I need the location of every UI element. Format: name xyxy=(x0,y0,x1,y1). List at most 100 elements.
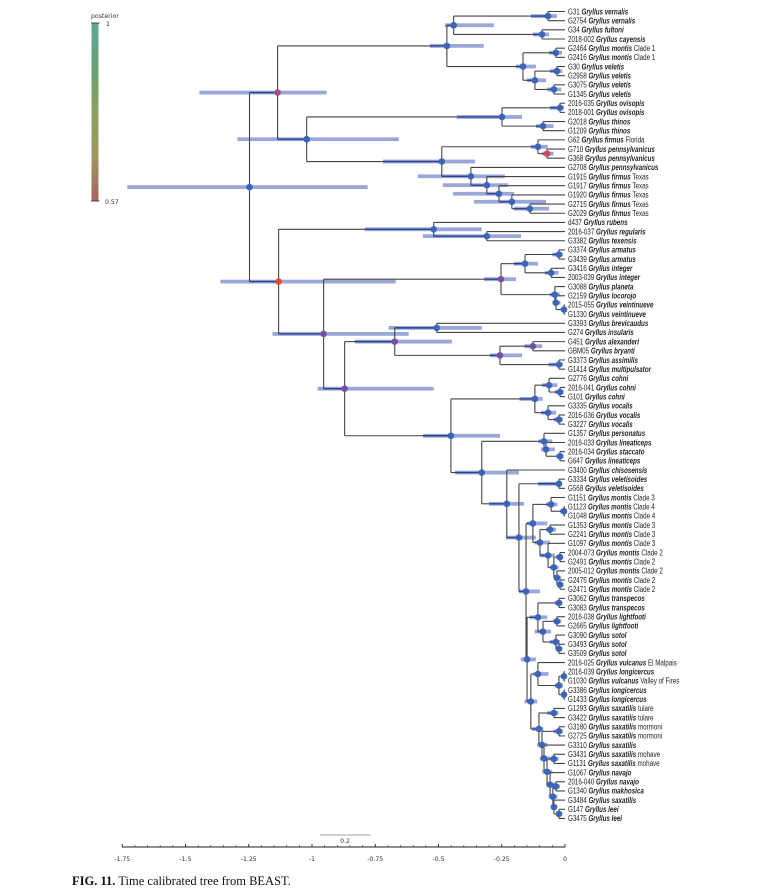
ci-bar xyxy=(489,353,522,358)
node-marker xyxy=(497,275,505,283)
tip-id: G3083 xyxy=(568,605,587,613)
node-marker xyxy=(542,446,550,453)
node-marker xyxy=(534,613,542,621)
node-marker xyxy=(550,86,558,93)
tip-id: G3393 xyxy=(568,321,587,329)
tip-id: G1123 xyxy=(568,504,586,512)
tip-label: 2018-001 Gryllus ovisopis xyxy=(568,110,645,118)
caption-label: FIG. 11. xyxy=(72,874,115,888)
tip-taxon: Gryllus vernalis xyxy=(582,9,629,17)
node-marker xyxy=(552,783,560,790)
node-marker xyxy=(433,324,441,332)
tip-label: G3493 Gryllus sotol xyxy=(568,642,627,650)
tip-label: 2018-002 Gryllus cayensis xyxy=(568,36,646,44)
tip-taxon: Gryllus veintinueve xyxy=(596,302,654,310)
tip-id: G1353 xyxy=(568,522,587,530)
tip-taxon: Gryllus saxatilis xyxy=(588,715,636,723)
tip-id: G451 xyxy=(568,339,583,347)
tip-label: G3088 Gryllus planeta xyxy=(568,284,633,292)
ci-bar xyxy=(527,521,548,526)
node-marker xyxy=(552,299,560,306)
tip-label: G1414 Gryllus multipulsator xyxy=(568,366,652,374)
tip-id: G647 xyxy=(568,458,583,466)
tip-label: 2005-012 Gryllus montis Clade 2 xyxy=(568,568,663,576)
node-marker xyxy=(529,342,537,350)
tip-taxon: Gryllus longicercus xyxy=(588,687,646,695)
node-marker xyxy=(531,395,539,403)
tip-taxon: Gryllus montis xyxy=(596,550,640,558)
tip-label: GBM05 Gryllus bryanti xyxy=(568,348,636,356)
tip-label: G147 Gryllus leei xyxy=(568,807,619,815)
tip-suffix: mohave xyxy=(638,752,660,760)
node-marker xyxy=(538,741,546,749)
node-marker xyxy=(543,150,551,157)
tip-taxon: Gryllus sotol xyxy=(588,632,627,640)
ci-bar xyxy=(354,339,452,344)
node-marker xyxy=(529,520,537,527)
tip-label: G3509 Gryllus sotol xyxy=(568,651,627,659)
tip-suffix: mormoni xyxy=(638,724,663,732)
tip-label: 2016-041 Gryllus cohni xyxy=(568,385,637,393)
tip-taxon: Gryllus vocalis xyxy=(596,412,640,420)
tip-label: G3090 Gryllus sotol xyxy=(568,632,627,640)
tip-id: G1131 xyxy=(568,761,586,769)
node-marker xyxy=(443,42,451,50)
node-marker xyxy=(495,190,503,198)
tip-label: 2016-033 Gryllus lineaticeps xyxy=(568,440,651,448)
tip-id: G1357 xyxy=(568,431,587,439)
tip-suffix: Clade 2 xyxy=(634,586,656,594)
ci-bar xyxy=(422,433,500,438)
node-marker xyxy=(483,232,491,240)
tip-taxon: Gryllus lightfooti xyxy=(588,623,639,631)
tip-label: G1917 Gryllus firmus Texas xyxy=(568,183,649,191)
tip-label: G1097 Gryllus montis Clade 3 xyxy=(568,541,655,549)
tip-taxon: Gryllus pennsylvanicus xyxy=(585,155,655,163)
tip-id: G2715 xyxy=(568,201,587,209)
tip-taxon: Gryllus montis xyxy=(588,513,632,521)
axis-tick-label: -1.75 xyxy=(114,856,130,863)
node-marker xyxy=(556,581,564,588)
tip-taxon: Gryllus navajo xyxy=(596,779,640,787)
tip-label: G62 Gryllus firmus Florida xyxy=(568,137,645,145)
tip-id: G3509 xyxy=(568,651,587,659)
tip-suffix: Texas xyxy=(632,211,649,219)
tip-taxon: Gryllus saxatilis xyxy=(588,752,636,760)
caption-text: Time calibrated tree from BEAST. xyxy=(118,874,291,888)
tip-id: G1917 xyxy=(568,183,587,191)
axis-tick-label: -0.25 xyxy=(494,856,510,863)
tip-label: G1345 Gryllus veletis xyxy=(568,91,631,99)
tip-label: G3227 Gryllus vocalis xyxy=(568,421,633,429)
tip-label: 2016-037 Gryllus regularis xyxy=(568,229,646,237)
tip-taxon: Gryllus saxatilis xyxy=(588,733,636,741)
tip-id: G1209 xyxy=(568,128,587,136)
tip-label: G2241 Gryllus montis Clade 3 xyxy=(568,531,655,539)
tip-label: 2015-055 Gryllus veintinueve xyxy=(568,302,654,310)
tip-id: G147 xyxy=(568,807,583,815)
tip-id: G1097 xyxy=(568,541,587,549)
tip-id: G3484 xyxy=(568,797,587,805)
tip-label: G1920 Gryllus firmus Texas xyxy=(568,192,649,200)
tip-id: G1330 xyxy=(568,311,587,319)
posterior-legend: posterior 1 0.57 xyxy=(91,13,119,206)
tip-id: G710 xyxy=(568,146,583,154)
tip-label: G2958 Gryllus veletis xyxy=(568,73,631,81)
node-marker xyxy=(547,501,555,508)
tip-id: GBM05 xyxy=(568,348,589,356)
tip-taxon: Gryllus saxatilis xyxy=(588,797,636,805)
tip-id: G3382 xyxy=(568,238,587,246)
tip-suffix: Clade 4 xyxy=(634,513,656,521)
tip-label: G1123 Gryllus montis Clade 4 xyxy=(568,504,655,512)
legend-gradient-bar xyxy=(91,23,99,201)
tip-label: G2475 Gryllus montis Clade 2 xyxy=(568,577,655,585)
tip-id: G3422 xyxy=(568,715,587,723)
tip-taxon: Gryllus veletis xyxy=(588,82,631,90)
tip-taxon: Gryllus armatus xyxy=(588,247,635,255)
tip-taxon: Gryllus cohni xyxy=(596,385,637,393)
node-marker xyxy=(550,755,558,763)
tip-taxon: Gryllus vocalis xyxy=(588,421,632,429)
tip-id: G568 xyxy=(568,486,583,494)
axis-tick-label: -0.5 xyxy=(432,856,444,863)
figure-caption: FIG. 11. Time calibrated tree from BEAST… xyxy=(72,874,291,888)
node-marker xyxy=(483,181,491,189)
tip-id: G2416 xyxy=(568,55,587,63)
